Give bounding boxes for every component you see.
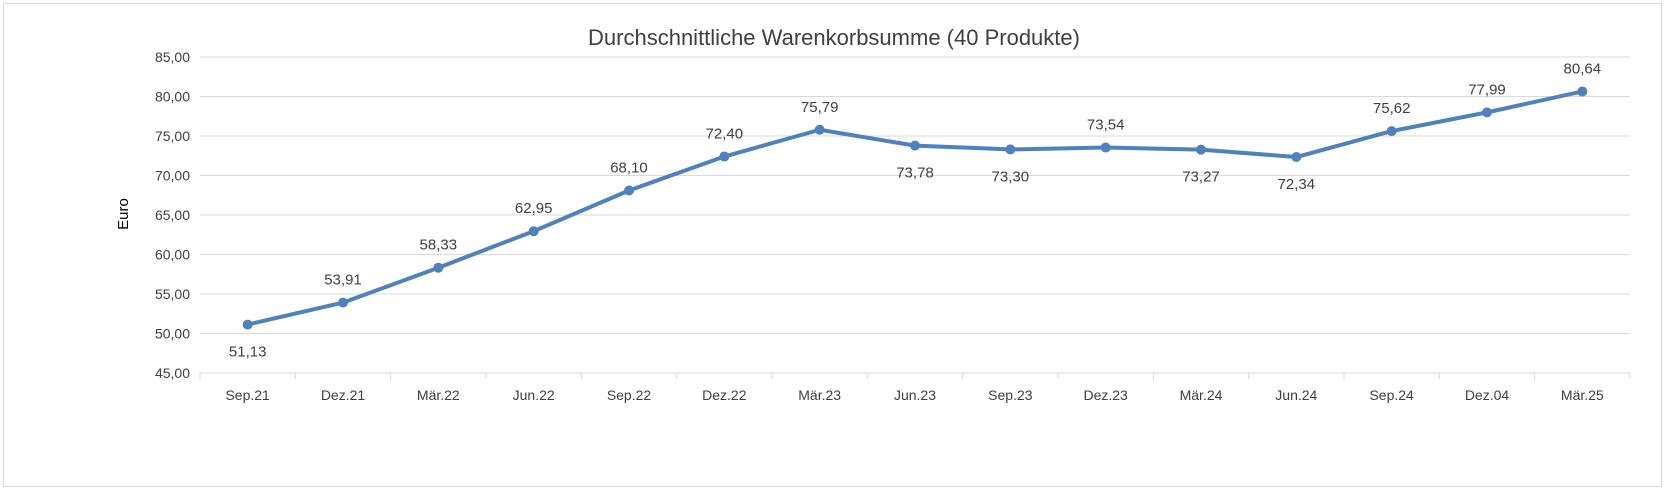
- data-point: [624, 185, 634, 196]
- x-tick-label: Jun.22: [513, 387, 555, 403]
- data-label: 72,34: [1278, 176, 1316, 193]
- data-label: 77,99: [1468, 81, 1506, 98]
- data-label: 75,79: [801, 99, 839, 116]
- y-tick-label: 45,00: [155, 365, 190, 381]
- data-label: 68,10: [610, 160, 648, 177]
- data-label: 72,40: [706, 126, 744, 143]
- data-label: 53,91: [324, 272, 362, 289]
- data-point: [910, 140, 920, 151]
- x-tick-label: Mär.22: [417, 387, 460, 403]
- x-tick-label: Jun.24: [1275, 387, 1317, 403]
- data-point: [1005, 144, 1016, 155]
- data-labels: 51,13 53,91 58,33 62,95 68,10 72,40 75,79 73,78…: [229, 60, 1601, 360]
- gridlines: [200, 56, 1630, 374]
- data-label: 62,95: [515, 200, 553, 217]
- x-tick-label: Sep.22: [607, 387, 652, 403]
- x-tick-label: Dez.23: [1083, 387, 1128, 403]
- data-label: 73,27: [1182, 169, 1220, 186]
- y-tick-label: 80,00: [155, 89, 190, 105]
- x-tick-label: Mär.23: [798, 387, 841, 403]
- y-tick-label: 50,00: [155, 326, 190, 342]
- data-point: [242, 319, 253, 330]
- data-label: 75,62: [1373, 100, 1411, 117]
- data-point: [814, 124, 825, 135]
- data-label: 58,33: [420, 237, 458, 254]
- x-tick-label: Jun.23: [894, 387, 936, 403]
- y-tick-label: 75,00: [155, 128, 190, 144]
- data-label: 73,30: [992, 168, 1030, 185]
- x-tick-label: Sep.23: [988, 387, 1033, 403]
- chart-title: Durchschnittliche Warenkorbsumme (40 Pro…: [588, 25, 1080, 50]
- chart-frame: [3, 3, 1662, 487]
- data-point: [1100, 142, 1111, 153]
- data-point: [1577, 86, 1588, 97]
- data-point: [338, 297, 348, 308]
- data-point: [1386, 126, 1397, 137]
- data-label: 73,54: [1087, 117, 1125, 134]
- y-tick-label: 60,00: [155, 247, 190, 263]
- x-tick-label: Mär.24: [1180, 387, 1223, 403]
- data-point: [1482, 107, 1492, 118]
- data-point: [719, 151, 730, 162]
- x-tick-label: Dez.22: [702, 387, 747, 403]
- x-tick-label: Sep.24: [1369, 387, 1414, 403]
- y-tick-label: 55,00: [155, 286, 190, 302]
- data-point: [1196, 144, 1206, 155]
- series-line: [245, 89, 1585, 327]
- data-label: 51,13: [229, 344, 267, 361]
- x-tick-label: Dez.04: [1465, 387, 1510, 403]
- y-tick-label: 65,00: [155, 207, 190, 223]
- data-point: [528, 226, 539, 237]
- axes: 45,00 50,00 55,00 60,00 65,00 70,00 75,00 80,00…: [155, 49, 1631, 403]
- x-tick-label: Dez.21: [321, 387, 366, 403]
- data-label: 80,64: [1564, 60, 1602, 77]
- y-tick-label: 70,00: [155, 168, 190, 184]
- x-tick-label: Mär.25: [1561, 387, 1604, 403]
- y-axis-label: Euro: [115, 198, 132, 230]
- data-point: [433, 262, 444, 273]
- data-label: 73,78: [896, 165, 934, 182]
- y-tick-label: 85,00: [155, 49, 190, 65]
- data-point: [1291, 152, 1302, 163]
- series-layer: [242, 86, 1588, 330]
- x-tick-label: Sep.21: [225, 387, 270, 403]
